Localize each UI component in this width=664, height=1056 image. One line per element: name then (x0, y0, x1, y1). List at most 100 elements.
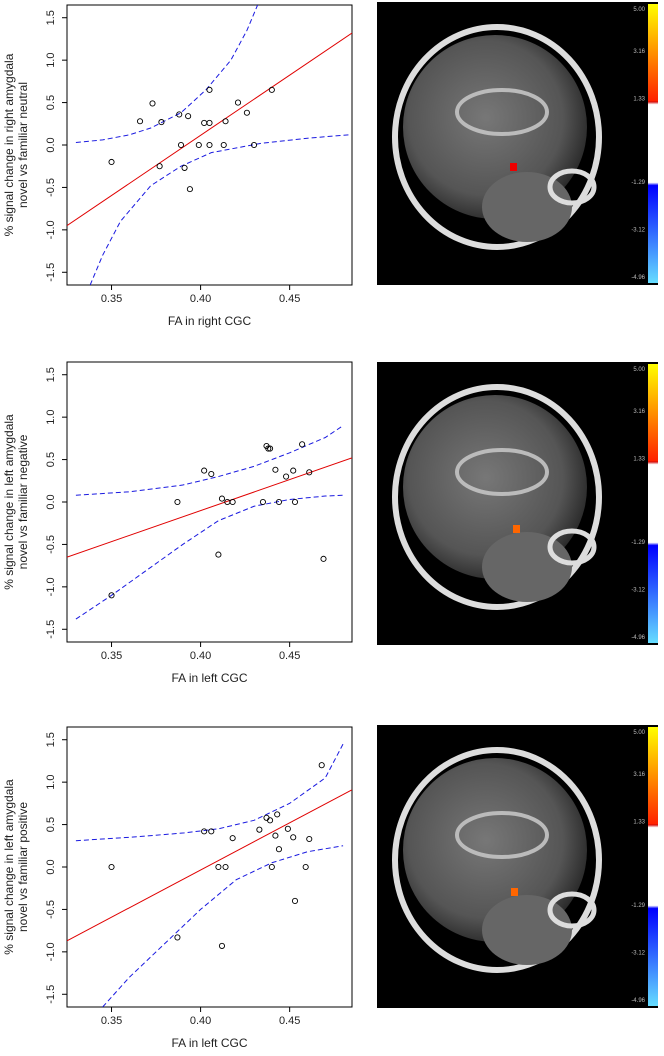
point (158, 119, 165, 126)
point (176, 111, 183, 118)
ci-upper (75, 743, 344, 842)
colorbar-label: 3.16 (633, 772, 645, 778)
point (320, 555, 327, 562)
point (222, 863, 229, 871)
ci-lower (102, 845, 344, 1007)
point (201, 828, 208, 835)
y-axis-label: % signal change in right amygdala (2, 53, 16, 236)
point (206, 86, 213, 93)
corpus (455, 448, 549, 496)
point (108, 158, 115, 166)
face (547, 168, 597, 206)
point (108, 863, 115, 871)
point (318, 762, 325, 769)
brain (403, 35, 587, 219)
y-tick-label: -1.5 (45, 620, 57, 639)
colorbar-label: 5.00 (633, 7, 645, 13)
point (201, 119, 208, 126)
colorbar-label: -1.29 (631, 180, 645, 186)
skull (392, 747, 602, 973)
brain (403, 395, 587, 579)
colorbar (648, 727, 658, 1006)
point (283, 473, 290, 480)
x-tick-label: 0.45 (279, 650, 300, 662)
activation (511, 888, 518, 896)
x-tick-label: 0.35 (101, 650, 122, 662)
point (174, 934, 181, 941)
x-tick-label: 0.45 (279, 293, 300, 305)
y-tick-label: 0.0 (45, 494, 57, 509)
point (265, 445, 272, 452)
point (218, 942, 226, 949)
point (206, 119, 213, 126)
y-tick-label: 1.5 (45, 732, 57, 747)
y-tick-label: 0.0 (45, 859, 57, 874)
colorbar-label: 5.00 (633, 730, 645, 736)
y-tick-label: 0.5 (45, 817, 57, 832)
colorbar-label: 1.33 (633, 456, 645, 462)
y-tick-label: 1.0 (45, 775, 57, 790)
colorbar (648, 364, 658, 643)
plot-frame (66, 726, 353, 1008)
point (263, 814, 270, 821)
ci-upper (75, 5, 259, 143)
y-tick-label: -1.0 (45, 220, 57, 239)
point (181, 164, 188, 171)
point (275, 498, 283, 506)
point (250, 141, 258, 149)
skull (392, 384, 602, 610)
x-tick-label: 0.45 (279, 1015, 300, 1027)
point (177, 141, 185, 149)
plot-area (67, 743, 352, 1007)
point (272, 832, 279, 839)
colorbar-label: 1.33 (633, 96, 645, 102)
point (208, 828, 215, 835)
x-tick-label: 0.40 (190, 293, 211, 305)
colorbar-label: -4.96 (631, 275, 645, 281)
point (256, 826, 263, 833)
point (215, 551, 222, 558)
point (229, 835, 236, 842)
point (186, 186, 193, 193)
point (290, 467, 297, 474)
point (284, 825, 291, 832)
point (306, 469, 313, 476)
point (290, 834, 297, 841)
y-tick-label: -0.5 (45, 178, 57, 197)
plot-area (67, 5, 352, 285)
point (218, 495, 226, 502)
point (302, 863, 309, 871)
y-tick-label: -1.5 (45, 263, 57, 282)
point (234, 99, 242, 106)
y-axis-label: % signal change in left amygdala (2, 779, 16, 955)
point (291, 897, 299, 904)
point (267, 817, 274, 824)
colorbar-label: 3.16 (633, 409, 645, 415)
point (149, 100, 156, 107)
colorbar-label: -3.12 (631, 951, 645, 957)
point (291, 498, 299, 506)
x-axis-label: FA in left CGC (171, 1036, 247, 1050)
plot-frame (66, 361, 353, 643)
point (267, 445, 274, 452)
activation (510, 163, 517, 171)
ci-lower (89, 134, 349, 285)
colorbar-label: -4.96 (631, 635, 645, 641)
y-tick-label: 1.0 (45, 53, 57, 68)
skull (392, 24, 602, 250)
point (268, 86, 275, 93)
colorbar-label: -3.12 (631, 228, 645, 234)
colorbar-label: 1.33 (633, 819, 645, 825)
y-tick-label: 1.5 (45, 367, 57, 382)
fit-line (67, 457, 352, 558)
corpus (455, 811, 549, 859)
y-tick-label: -0.5 (45, 900, 57, 919)
y-tick-label: 1.5 (45, 10, 57, 25)
point (156, 163, 163, 170)
x-tick-label: 0.40 (190, 650, 211, 662)
point (243, 109, 250, 116)
y-tick-label: 0.5 (45, 452, 57, 467)
ci-upper (75, 425, 344, 496)
point (222, 118, 229, 125)
